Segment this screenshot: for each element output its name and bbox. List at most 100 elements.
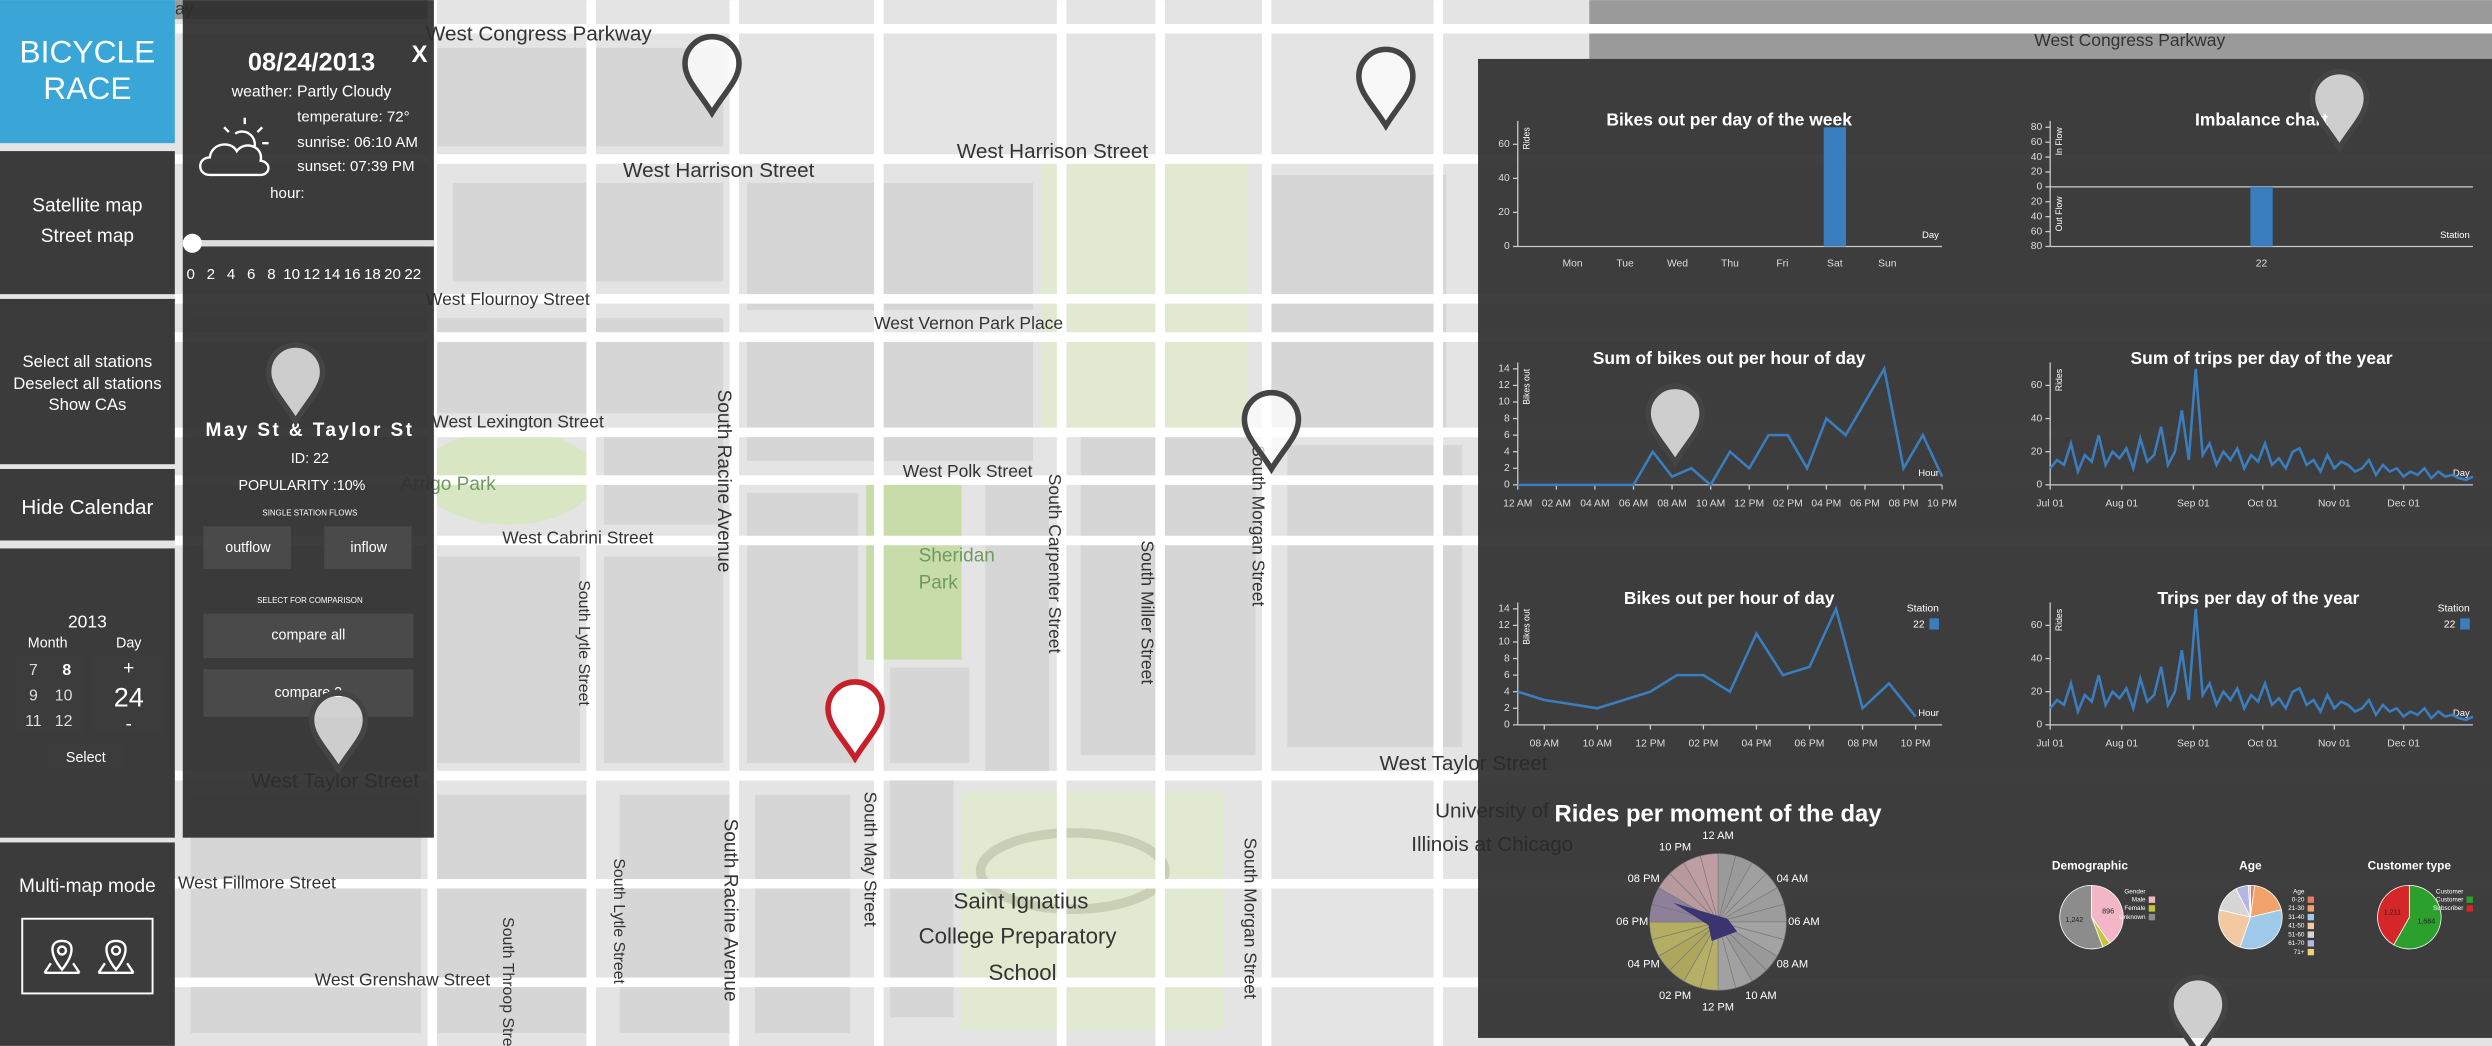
polar-label: 12 AM	[1702, 830, 1733, 842]
x-tick-label: Mon	[1563, 259, 1583, 270]
legend-swatch	[2460, 618, 2470, 630]
map-option[interactable]: Street map	[41, 226, 134, 247]
hour-slider-knob[interactable]	[182, 233, 202, 253]
x-tick-label: Jul 01	[2036, 499, 2064, 510]
street-label: South Lytle Street	[575, 580, 592, 706]
map-block	[437, 47, 724, 147]
outflow-button[interactable]	[203, 526, 291, 570]
station-marker[interactable]	[1241, 389, 1302, 475]
x-tick-label: Sep 01	[2177, 499, 2210, 510]
x-tick-label: Sep 01	[2177, 739, 2210, 750]
map-block	[1287, 445, 1463, 748]
x-tick-label: 12 PM	[1635, 739, 1665, 750]
polar-label: 10 AM	[1745, 990, 1777, 1002]
street-label: Sheridan	[919, 545, 995, 566]
panel	[0, 468, 175, 541]
legend-label: 21-30	[2288, 905, 2305, 912]
button-label[interactable]: inflow	[350, 540, 387, 556]
x-tick-label: Tue	[1616, 259, 1634, 270]
x-axis-label: Day	[1922, 230, 1939, 241]
panel	[0, 842, 175, 1046]
compare-2-button[interactable]	[203, 669, 414, 717]
street-label: West Harrison Street	[957, 140, 1149, 163]
polar-label: 12 PM	[1702, 1002, 1734, 1014]
chart-title: Demographic	[2052, 858, 2128, 872]
y-tick-label: 12	[1498, 380, 1510, 391]
street-label: College Preparatory	[919, 924, 1118, 949]
station-marker[interactable]	[1356, 46, 1416, 131]
month-box	[15, 654, 83, 735]
pie-slice	[2218, 909, 2251, 948]
y-tick-label: 20	[2031, 686, 2043, 697]
month[interactable]: 10	[55, 687, 73, 704]
map-block	[746, 182, 1034, 311]
slice-label: 1,211	[2384, 909, 2401, 917]
month[interactable]: 9	[29, 687, 38, 704]
street-label: South Carpenter Street	[1045, 474, 1065, 654]
map-block	[437, 794, 596, 1034]
street-label: South May Street	[861, 792, 881, 927]
street-label: West Polk Street	[903, 461, 1033, 481]
multimap-icon	[43, 939, 135, 974]
day-minus[interactable]: -	[126, 714, 132, 735]
hour-label: hour:	[270, 185, 304, 202]
multimap-button[interactable]	[21, 917, 154, 995]
chart-panel	[1478, 58, 2492, 1038]
y-tick-label: 8	[1504, 413, 1510, 424]
polar-label: 02 PM	[1659, 990, 1691, 1002]
y-axis-label: Bikes out	[1522, 608, 1532, 645]
direction-arrow	[1673, 902, 1738, 941]
hour-tick: 4	[227, 266, 235, 283]
month[interactable]: 7	[29, 662, 38, 679]
station-marker[interactable]	[265, 342, 326, 427]
x-tick-label: Thu	[1721, 259, 1739, 270]
legend-swatch	[2307, 905, 2314, 912]
x-tick-label: 08 PM	[1889, 499, 1919, 510]
legend-swatch	[2466, 896, 2473, 903]
station-marker[interactable]	[825, 679, 885, 764]
button-label[interactable]: outflow	[225, 540, 271, 556]
legend-swatch	[2307, 931, 2314, 938]
x-tick-label: 02 PM	[1688, 739, 1718, 750]
day-plus[interactable]: +	[123, 658, 134, 679]
y-tick-label: 20	[1498, 207, 1510, 218]
month[interactable]: 8	[62, 662, 71, 679]
station-option[interactable]: Select all stations	[23, 352, 153, 371]
station-option[interactable]: Show CAs	[48, 395, 126, 414]
month[interactable]: 12	[55, 713, 73, 730]
month[interactable]: 11	[25, 713, 42, 730]
legend-swatch	[2307, 948, 2314, 956]
day-box	[93, 654, 166, 735]
section-label: SINGLE STATION FLOWS	[262, 509, 357, 518]
legend-label: Subscriber	[2433, 905, 2463, 912]
station-marker[interactable]	[682, 33, 742, 119]
station-marker[interactable]	[308, 690, 369, 775]
day: 24	[114, 683, 144, 713]
legend-label: 22	[2444, 619, 2456, 630]
sunrise: sunrise: 06:10 AM	[297, 134, 418, 151]
compare-all-button[interactable]	[203, 613, 414, 659]
map-option[interactable]: Satellite map	[32, 196, 142, 217]
y-tick-label: 20	[2031, 196, 2043, 207]
station-option[interactable]: Deselect all stations	[13, 374, 161, 393]
hide-calendar[interactable]: Hide Calendar	[21, 496, 153, 519]
hour-slider[interactable]	[182, 240, 434, 247]
station-marker[interactable]	[2168, 974, 2228, 1046]
map-block	[619, 794, 732, 1034]
select-button[interactable]	[49, 745, 124, 770]
station-marker[interactable]	[2309, 68, 2370, 154]
close-button[interactable]: X	[412, 41, 428, 68]
polar-label: 08 AM	[1777, 959, 1809, 971]
street-label: West Lexington Street	[432, 411, 604, 431]
street-label: West Vernon Park Place	[874, 313, 1063, 333]
hour-tick: 14	[324, 266, 341, 283]
station-marker[interactable]	[1645, 383, 1705, 468]
select-label[interactable]: Select	[66, 750, 106, 766]
y-tick-label: 60	[1498, 139, 1510, 150]
street-label: West Grenshaw Street	[315, 969, 491, 989]
inflow-button[interactable]	[324, 526, 412, 570]
y-tick-label: 0	[1504, 480, 1510, 491]
pie-slice	[2393, 884, 2442, 950]
line	[1517, 365, 1944, 487]
button-label[interactable]: compare all	[271, 628, 345, 644]
